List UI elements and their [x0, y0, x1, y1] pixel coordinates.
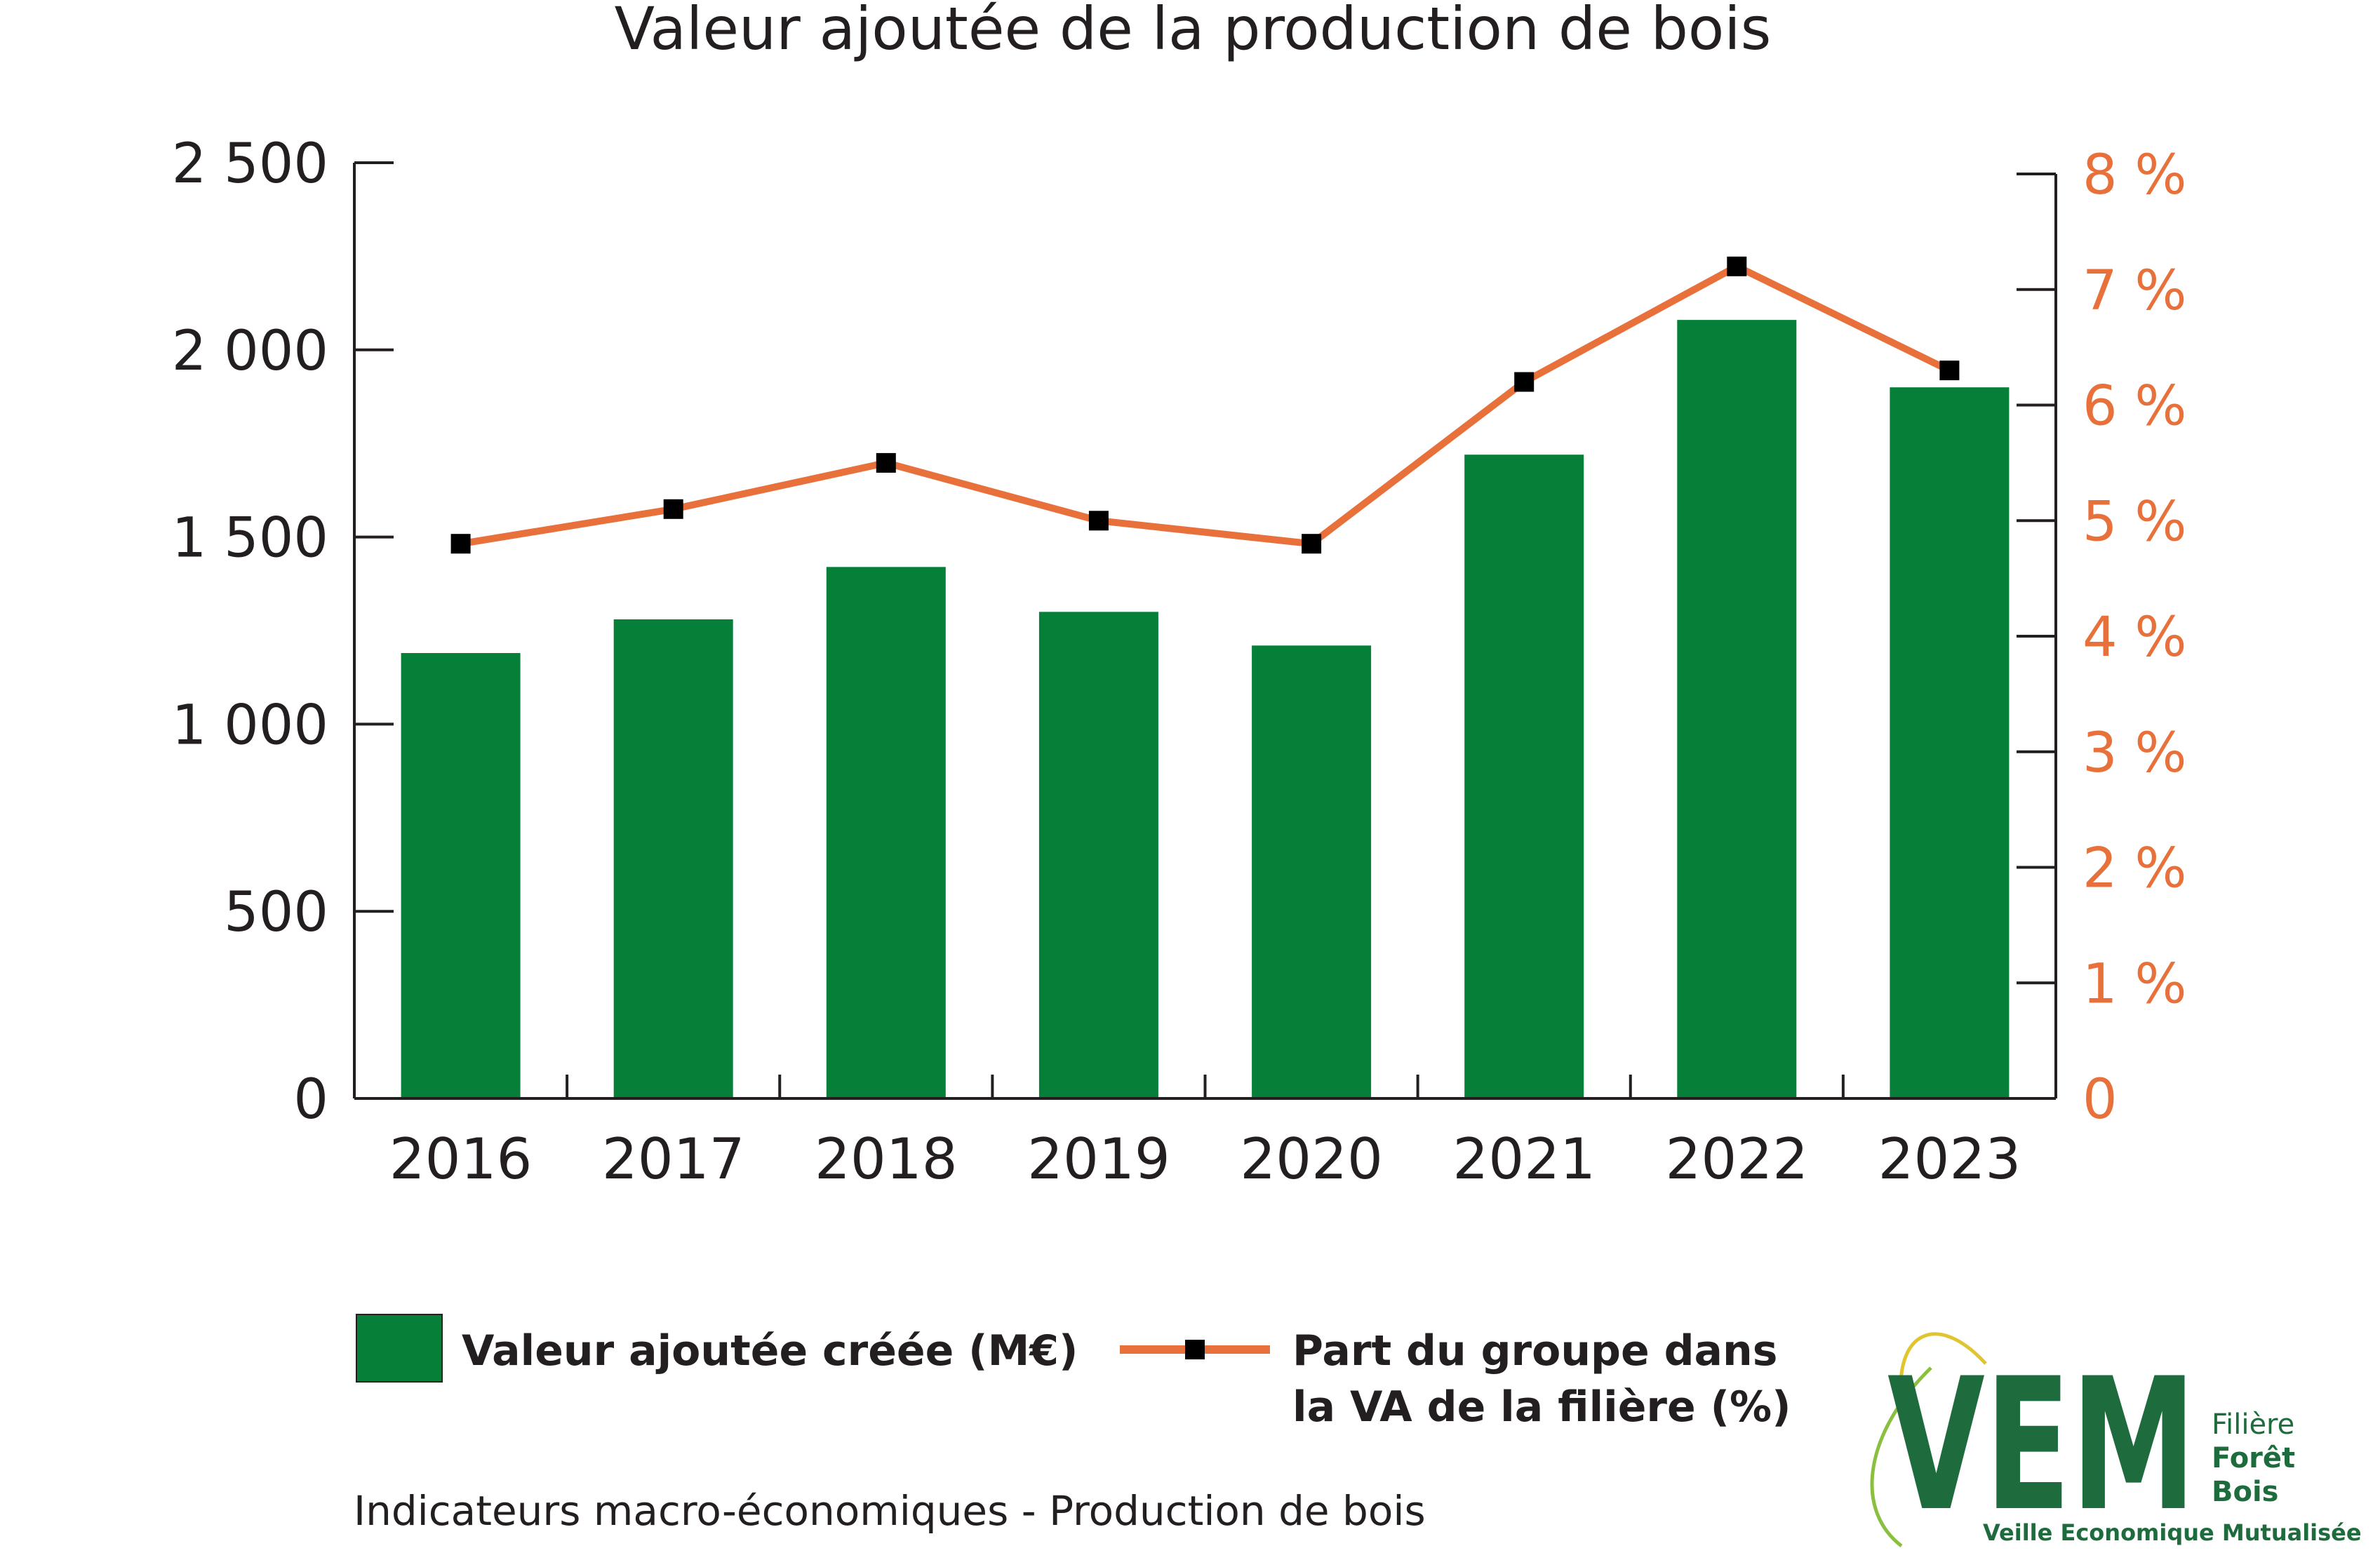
- line-point: [1302, 534, 1322, 554]
- y-tick-label-left: 1 000: [172, 694, 328, 757]
- line-series: [450, 256, 1960, 554]
- x-tick-label: 2016: [389, 1127, 533, 1192]
- x-tick-label: 2020: [1240, 1127, 1383, 1192]
- x-axis: 2016 2017 2018 2019 2020 2021 2022 2023: [354, 1075, 2056, 1192]
- y-tick-label-right: 0: [2082, 1068, 2118, 1131]
- logo-line2: Forêt: [2212, 1442, 2295, 1474]
- logo-line3: Bois: [2212, 1476, 2279, 1508]
- bar: [1464, 455, 1584, 1098]
- y-tick-label-left: 0: [293, 1068, 328, 1131]
- legend-line-label-2: la VA de la filière (%): [1292, 1383, 1791, 1432]
- line-point: [1088, 511, 1109, 531]
- line-point: [1939, 361, 1960, 381]
- chart-title: Valeur ajoutée de la production de bois: [615, 0, 1772, 63]
- y-tick-label-left: 2 000: [172, 320, 328, 383]
- x-tick-label: 2021: [1452, 1127, 1596, 1192]
- y-tick-label-right: 5 %: [2082, 490, 2187, 553]
- vem-logo: VEM Filière Forêt Bois Veille Economique…: [1870, 1332, 2362, 1552]
- y-axis-right: 0 1 % 2 % 3 % 4 % 5 % 6 % 7 % 8 %: [2017, 144, 2187, 1131]
- line-point: [876, 452, 896, 473]
- logo-line1: Filière: [2212, 1408, 2294, 1441]
- y-tick-label-right: 2 %: [2082, 838, 2187, 901]
- bar: [401, 653, 521, 1098]
- y-tick-label-left: 1 500: [172, 507, 328, 570]
- line-point: [1514, 372, 1535, 392]
- y-tick-label-right: 8 %: [2082, 144, 2187, 207]
- y-tick-label-right: 6 %: [2082, 375, 2187, 438]
- bar-series: [401, 320, 2010, 1099]
- x-tick-label: 2022: [1666, 1127, 1809, 1192]
- bar: [826, 567, 946, 1098]
- x-tick-label: 2018: [815, 1127, 958, 1192]
- bar: [613, 619, 733, 1098]
- y-tick-label-left: 2 500: [172, 133, 328, 196]
- logo-swoosh-green: [1870, 1366, 1932, 1547]
- bar: [1252, 645, 1372, 1098]
- footer-text: Indicateurs macro-économiques - Producti…: [354, 1487, 1426, 1535]
- legend-bar-label: Valeur ajoutée créée (M€): [462, 1326, 1078, 1376]
- line-path: [460, 262, 1951, 548]
- y-tick-label-right: 1 %: [2082, 953, 2187, 1016]
- x-tick-label: 2019: [1027, 1127, 1170, 1192]
- legend-line-label-1: Part du groupe dans: [1292, 1326, 1777, 1376]
- y-tick-label-left: 500: [224, 881, 328, 944]
- logo-swoosh-yellow: [1899, 1332, 1987, 1402]
- line-point: [663, 499, 683, 519]
- x-tick-label: 2023: [1878, 1127, 2021, 1192]
- line-point: [1727, 256, 1747, 276]
- logo-letters: VEM: [1887, 1340, 2196, 1552]
- x-tick-label: 2017: [602, 1127, 745, 1192]
- bar: [1890, 387, 2010, 1098]
- bar: [1038, 612, 1158, 1098]
- legend: Valeur ajoutée créée (M€) Part du groupe…: [356, 1314, 1791, 1432]
- logo-tagline: Veille Economique Mutualisée: [1983, 1519, 2362, 1546]
- legend-bar-swatch: [356, 1314, 443, 1383]
- y-tick-label-right: 7 %: [2082, 260, 2187, 323]
- legend-line-marker: [1185, 1340, 1205, 1359]
- y-axis-left: 0 500 1 000 1 500 2 000 2 500: [172, 133, 394, 1131]
- line-point: [450, 534, 471, 554]
- y-tick-label-right: 3 %: [2082, 722, 2187, 785]
- bar: [1677, 320, 1797, 1099]
- y-tick-label-right: 4 %: [2082, 606, 2187, 669]
